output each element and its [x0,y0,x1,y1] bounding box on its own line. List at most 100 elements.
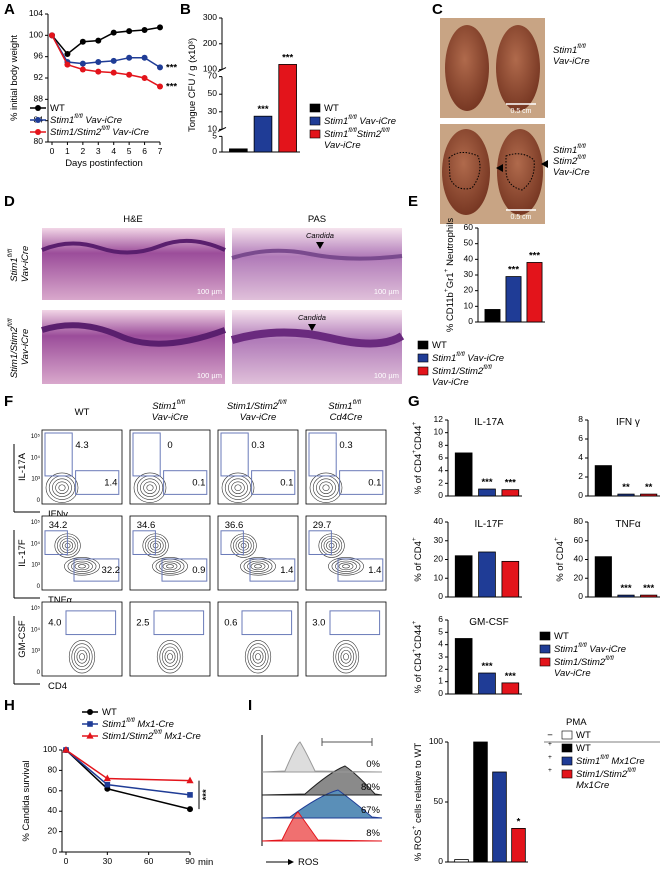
contour [335,560,357,572]
y-tick-label: 40 [434,516,444,526]
legend-swatch [539,644,551,654]
photo-label: Stim1fl/fl Stim2fl/fl Vav-iCre [553,143,590,177]
x-tick-label: 5 [127,146,132,156]
contour [162,562,178,571]
x-tick-label: 60 [144,856,154,866]
panel-label: F [4,393,13,410]
axis-tick: 0 [37,584,41,590]
annotation: *** [257,104,268,115]
column-header: PAS [308,214,326,225]
y-tick-label: 6 [578,433,583,443]
y-tick-label: 0 [212,146,217,156]
legend-marker [87,709,93,715]
gate-value: 0.1 [368,477,381,488]
x-tick-label: 90 [185,856,195,866]
gate [241,610,293,636]
legend-swatch [417,340,429,350]
x-tick-label: 6 [142,146,147,156]
y-tick-label: 50 [434,796,444,806]
chart-title: IL-17A [474,417,504,428]
contour [167,653,173,661]
y-tick-label: 30 [464,269,474,279]
y-axis-label: IL-17A [17,452,28,481]
legend-swatch [417,366,429,376]
legend-marker [35,129,41,135]
x-axis-label: CD4 [48,681,67,692]
panel-label: A [4,1,15,18]
gate [153,610,205,636]
contour [244,640,272,674]
y-tick-label: 8 [438,440,443,450]
marker [157,24,163,31]
contour [338,562,354,571]
marker [157,64,163,71]
contour [74,562,90,571]
annotation: *** [643,583,654,594]
contour [166,564,174,569]
y-tick-label: 96 [34,51,44,61]
legend-label: Stim1/Stim2fl/fl Mx1Cre [576,767,638,790]
y-tick-label: 0 [52,846,57,856]
arrowhead [288,859,294,865]
panel-label: I [248,697,252,714]
legend-label: Stim1fl/fl Vav-iCre [50,113,122,125]
x-tick-label: 4 [111,146,116,156]
y-tick-label: 300 [203,12,217,22]
marker [141,75,148,81]
legend-label: Stim1/Stim2fl/fl Vav-iCre [50,125,149,137]
y-axis-label: % Candida survival [21,760,32,841]
plot-frame [41,429,123,505]
y-axis-label: Tongue CFU / g (x10³) [187,38,198,132]
arrowhead [541,160,548,168]
y-axis-label: % of CD4+ [553,537,565,582]
chart-title: TNFα [615,519,640,530]
y-tick-label: 40 [464,254,474,264]
marker [141,27,148,33]
legend-label: Stim1fl/fl Vav-iCre [554,642,626,654]
y-tick-label: 10 [434,573,444,583]
bar [501,560,520,598]
y-tick-label: 20 [434,554,444,564]
bar [278,64,297,153]
bar [478,488,496,497]
legend-swatch [309,116,321,126]
contour [250,562,266,571]
x-tick-label: 3 [96,146,101,156]
contour [338,646,354,667]
legend-sign: − [547,730,553,741]
gate-value: 32.2 [102,565,121,576]
gate-value: 4.0 [48,617,61,628]
annotation: *** [481,477,492,488]
contour [64,557,100,576]
bar [501,489,520,497]
y-tick-label: 200 [203,38,217,48]
chart-title: IFN γ [616,417,640,428]
epithelium [231,248,403,261]
x-tick-label: 2 [80,146,85,156]
chart-title: GM-CSF [469,617,508,628]
gate-value: 4.3 [75,439,88,450]
y-tick-label: 4 [578,452,583,462]
y-tick-label: 70 [208,71,218,81]
annotation: *** [620,583,631,594]
bar [484,309,501,323]
panel-label: G [408,393,420,410]
annotation: *** [505,670,516,681]
contour [319,481,333,494]
contour [252,649,264,664]
scale-label: 0.5 cm [510,214,531,221]
marker [104,781,111,788]
scale-label: 100 µm [374,371,399,380]
marker [187,792,193,798]
gate-value: 0.9 [192,565,205,576]
gate [65,610,117,636]
column-header: Stim1fl/fl Vav-iCre [152,399,189,422]
legend-label: WT [576,743,591,754]
contour [146,484,154,491]
y-tick-label: 2 [438,664,443,674]
bar [454,452,473,497]
gate [132,530,156,555]
legend-marker [35,105,41,111]
y-tick-label: 10 [434,427,444,437]
contour [247,643,269,671]
